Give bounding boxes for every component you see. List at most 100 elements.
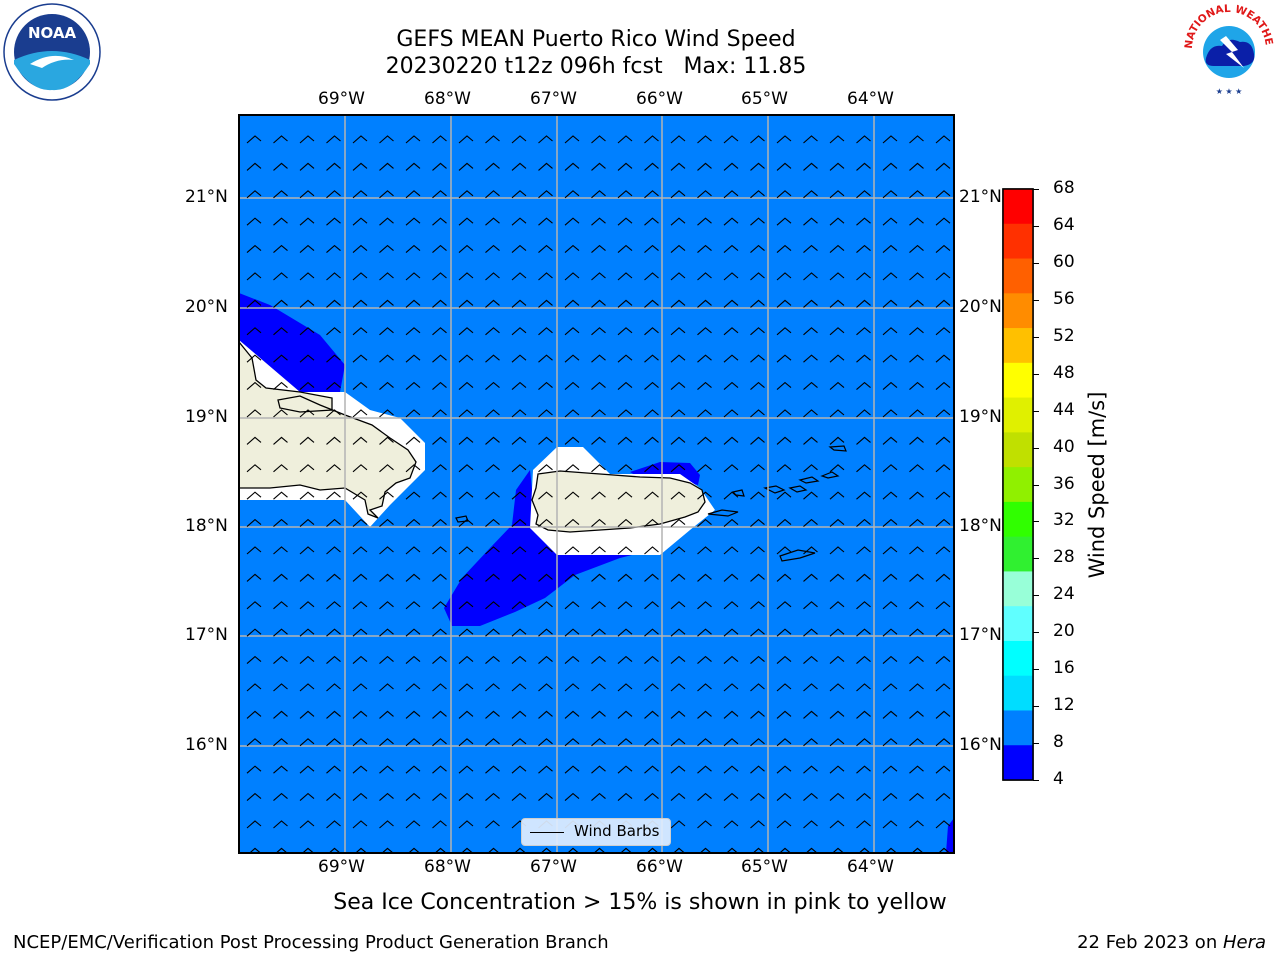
wind-barb xyxy=(246,738,262,747)
wind-barb xyxy=(326,573,341,582)
wind-barb xyxy=(352,518,368,528)
wind-barb xyxy=(432,381,447,391)
wind-barb xyxy=(538,381,553,391)
wind-barb xyxy=(299,327,315,336)
wind-barb xyxy=(352,436,368,445)
wind-barb xyxy=(405,546,421,555)
wind-barb xyxy=(591,601,606,610)
wind-barb xyxy=(538,765,553,774)
wind-barb xyxy=(617,409,633,418)
wind-barb xyxy=(617,327,633,336)
colorbar-tick-label: 8 xyxy=(1053,732,1064,753)
wind-barb xyxy=(511,710,527,719)
wind-barb xyxy=(564,710,580,719)
wind-barb xyxy=(432,135,447,144)
colorbar-tick-label: 40 xyxy=(1053,436,1075,457)
wind-barb xyxy=(485,491,500,500)
wind-barb xyxy=(352,601,368,610)
wind-barb xyxy=(935,683,951,692)
wind-barb xyxy=(352,655,368,665)
wind-barb xyxy=(882,354,898,363)
wind-barb xyxy=(723,299,739,308)
wind-barb xyxy=(856,409,871,418)
lat-label-right: 20°N xyxy=(959,297,1002,317)
colorbar-tick-label: 20 xyxy=(1053,621,1075,642)
wind-barb xyxy=(909,518,924,528)
wind-barb xyxy=(750,710,765,719)
wind-barb xyxy=(379,327,394,336)
wind-barb xyxy=(776,327,792,336)
wind-barb xyxy=(432,409,447,418)
wind-barb xyxy=(617,135,633,144)
wind-barb xyxy=(405,738,421,747)
wind-barb xyxy=(909,135,924,144)
chart-subtitle: 20230220 t12z 096h fcst Max: 11.85 xyxy=(385,54,807,79)
wind-barb xyxy=(723,710,739,719)
wind-barb xyxy=(326,381,341,391)
wind-barb xyxy=(856,354,871,363)
wind-barb xyxy=(723,573,739,582)
wind-barb xyxy=(882,244,898,254)
wind-barb xyxy=(405,628,421,637)
wind-barb xyxy=(299,518,315,528)
wind-barb xyxy=(856,738,871,747)
wind-barb xyxy=(432,601,447,610)
colorbar-segment xyxy=(1003,432,1033,468)
wind-barb xyxy=(379,162,394,171)
wind-barb xyxy=(617,738,633,747)
wind-barb xyxy=(564,162,580,171)
wind-barb xyxy=(803,409,818,418)
wind-barb xyxy=(485,354,500,363)
wind-barb xyxy=(299,354,315,363)
wind-barb xyxy=(299,464,315,473)
colorbar-tick-mark xyxy=(1033,373,1039,375)
colorbar-tick-label: 36 xyxy=(1053,473,1075,494)
wind-barb xyxy=(513,847,527,853)
wind-barb xyxy=(697,738,712,747)
lat-label-right: 19°N xyxy=(959,407,1002,427)
wind-barb xyxy=(882,491,898,500)
wind-barb xyxy=(248,847,262,853)
island-virgin-gorda xyxy=(820,471,840,479)
wind-barb xyxy=(273,601,288,610)
wind-barb xyxy=(299,381,315,391)
wind-barb xyxy=(776,190,792,199)
wind-barb xyxy=(803,820,818,829)
wind-barb xyxy=(405,710,421,719)
wind-barb xyxy=(856,217,871,226)
wind-barb xyxy=(246,244,262,254)
wind-barb xyxy=(750,518,765,528)
wind-barb xyxy=(326,546,341,555)
wind-barb xyxy=(882,135,898,144)
wind-barb xyxy=(856,436,871,445)
wind-barb xyxy=(246,628,262,637)
wind-barb xyxy=(803,162,818,171)
wind-barb xyxy=(458,710,474,719)
low-wind-region-south-pr xyxy=(444,470,640,626)
wind-barb xyxy=(617,628,633,637)
wind-barb xyxy=(405,217,421,226)
wind-barb xyxy=(829,354,845,363)
wind-barb xyxy=(723,655,739,665)
wind-barb xyxy=(485,820,500,829)
wind-barb xyxy=(352,299,368,308)
wind-barb xyxy=(273,655,288,665)
wind-barb xyxy=(750,683,765,692)
wind-barb xyxy=(935,299,951,308)
wind-barb xyxy=(935,573,951,582)
wind-barb xyxy=(299,710,315,719)
wind-barb xyxy=(750,546,765,555)
wind-barb xyxy=(511,436,527,445)
wind-barb xyxy=(379,546,394,555)
colorbar-tick-label: 56 xyxy=(1053,288,1075,309)
wind-barb xyxy=(856,299,871,308)
wind-barb xyxy=(882,738,898,747)
wind-barb xyxy=(352,464,368,473)
wind-barb xyxy=(803,518,818,528)
wind-barb xyxy=(405,135,421,144)
wind-barb xyxy=(511,792,527,802)
wind-barb xyxy=(591,244,606,254)
wind-barb xyxy=(564,573,580,582)
wind-barb xyxy=(617,436,633,445)
wind-barb xyxy=(644,546,659,555)
